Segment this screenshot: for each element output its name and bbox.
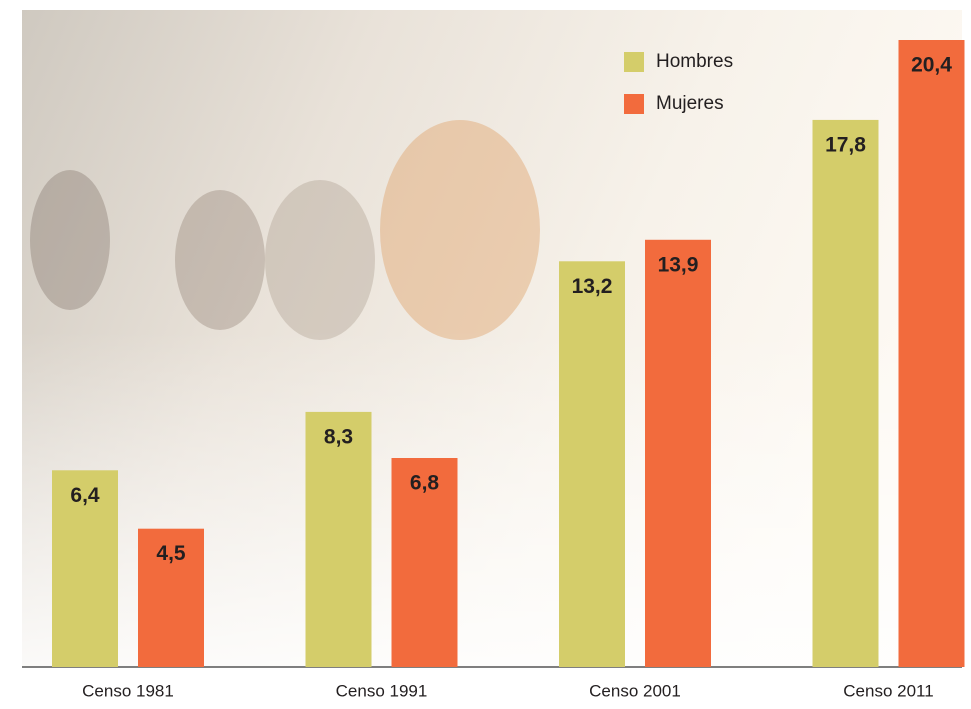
background-figure [265,180,375,340]
value-label: 13,2 [572,275,613,298]
legend-label: Hombres [656,51,733,72]
x-tick-label: Censo 2001 [589,681,681,700]
value-label: 13,9 [658,253,699,276]
value-label: 6,8 [410,472,440,495]
bar [812,119,879,668]
bar [559,261,625,667]
x-tick-label: Censo 1981 [82,681,174,700]
bar [391,458,458,667]
legend-swatch [624,94,644,114]
value-label: 8,3 [324,425,353,448]
background-figure [175,190,265,330]
bar [898,40,965,667]
x-tick-label: Censo 2011 [843,681,933,700]
value-label: 6,4 [70,484,100,507]
background-figure [30,170,110,310]
value-label: 17,8 [825,133,866,156]
bar [645,239,711,667]
bar [305,411,372,667]
bar [52,470,118,667]
value-label: 20,4 [911,54,952,77]
bar [138,528,204,667]
legend-swatch [624,52,644,72]
legend-label: Mujeres [656,93,724,114]
value-label: 4,5 [156,542,186,565]
background-figure [380,120,540,340]
x-tick-label: Censo 1991 [336,681,428,700]
